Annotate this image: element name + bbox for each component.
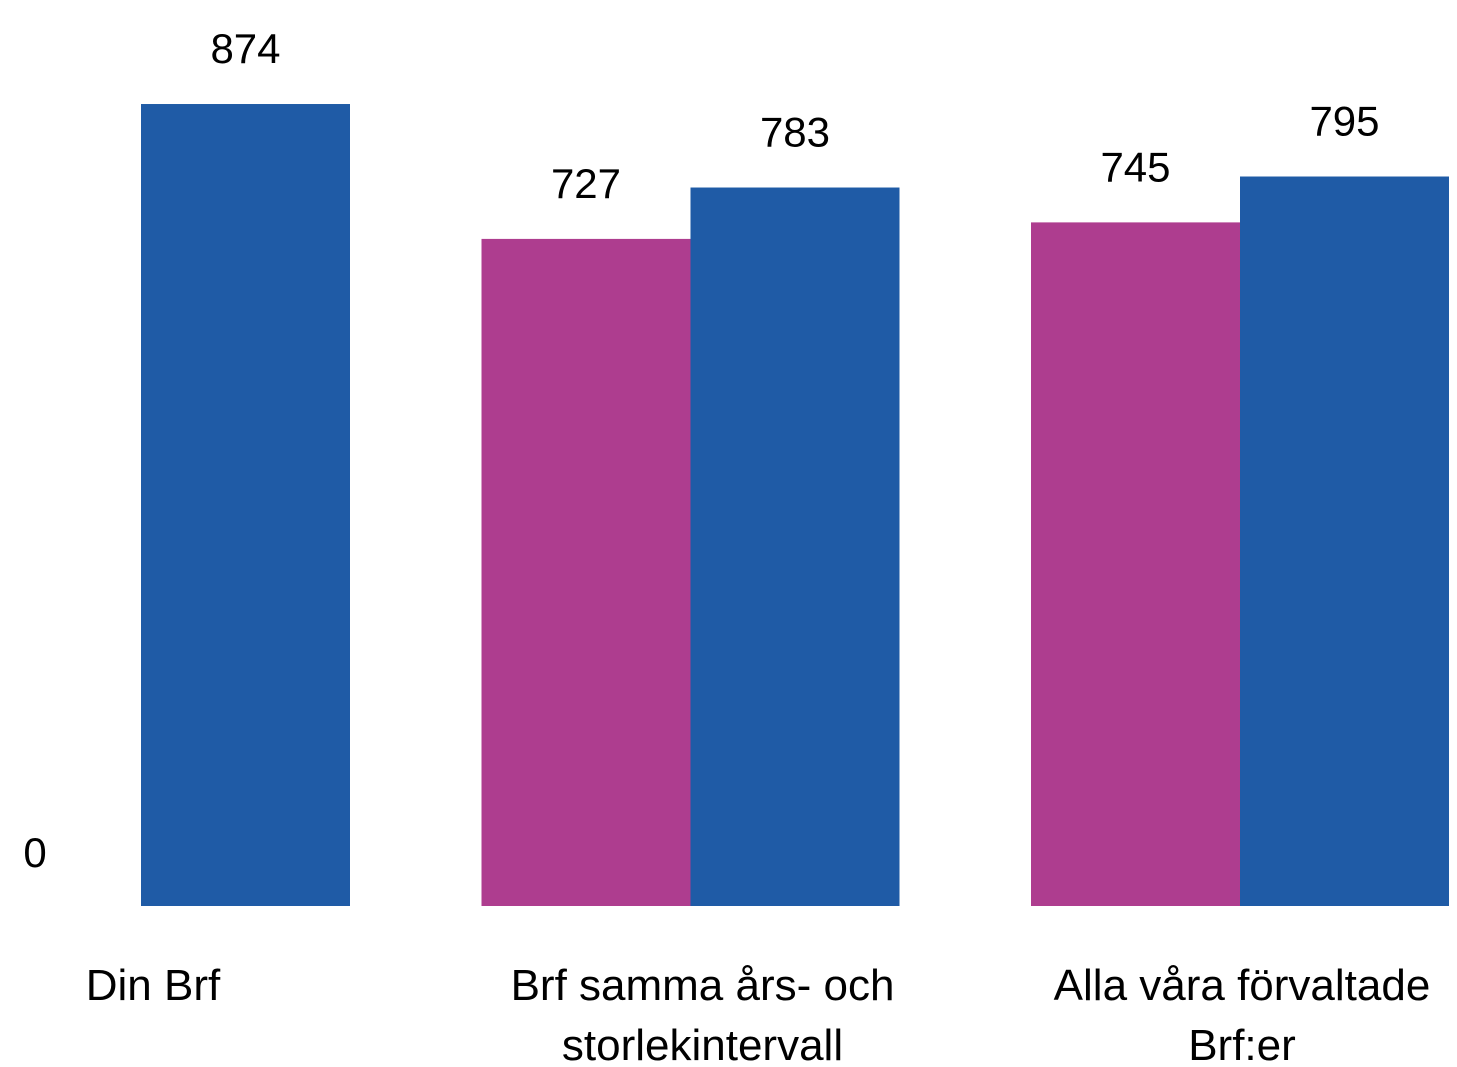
- x-tick-label: Brf samma års- och storlekintervall: [510, 961, 895, 1067]
- bar: [481, 238, 691, 907]
- x-tick-label: Alla våra förvaltade Brf:er: [1053, 961, 1431, 1067]
- data-label: 795: [1309, 98, 1379, 145]
- bar: [1031, 222, 1240, 906]
- data-label: 727: [551, 160, 621, 207]
- y-tick-label: 0: [23, 829, 46, 876]
- bar: [141, 104, 350, 907]
- bar: [690, 187, 900, 907]
- bar: [1240, 176, 1449, 906]
- data-label: 783: [760, 109, 830, 156]
- data-label: 745: [1100, 143, 1170, 190]
- x-tick-label: Din Brf: [85, 961, 221, 1010]
- data-label: 874: [210, 25, 280, 72]
